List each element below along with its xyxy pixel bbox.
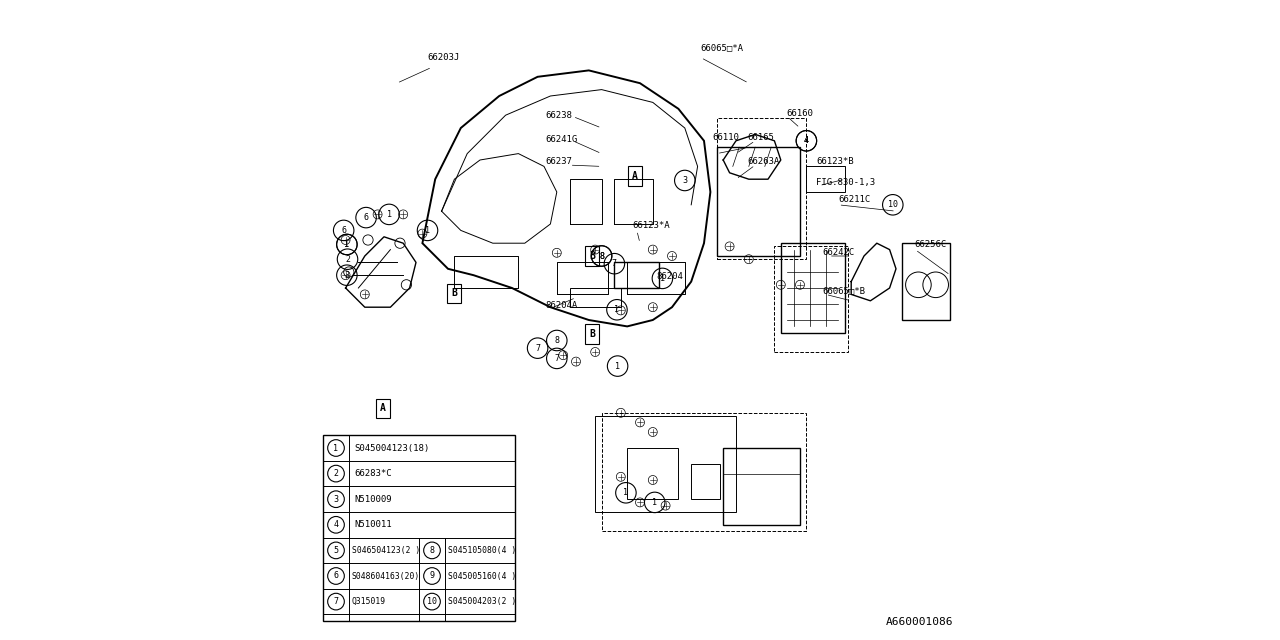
Bar	[570, 288, 621, 307]
Text: 66203J: 66203J	[428, 53, 460, 62]
Text: FIG.830-1,3: FIG.830-1,3	[817, 178, 876, 187]
Text: 7: 7	[535, 344, 540, 353]
Text: 5: 5	[334, 546, 338, 555]
Text: 66065□*B: 66065□*B	[823, 287, 865, 296]
Text: 66065□*A: 66065□*A	[701, 44, 744, 52]
Text: 66283*C: 66283*C	[353, 469, 392, 478]
Text: 8: 8	[599, 252, 604, 260]
Text: 6: 6	[334, 572, 338, 580]
Bar	[323, 435, 516, 621]
Text: A660001086: A660001086	[886, 617, 954, 627]
Bar	[614, 262, 659, 288]
Text: 7: 7	[554, 354, 559, 363]
Text: 2: 2	[334, 469, 338, 478]
Text: 8: 8	[430, 546, 434, 555]
Text: S046504123(2 ): S046504123(2 )	[352, 546, 420, 555]
Text: 66160: 66160	[786, 109, 813, 118]
Text: 1: 1	[660, 274, 664, 283]
Text: 66242C: 66242C	[823, 248, 855, 257]
Text: S045004123(18): S045004123(18)	[353, 444, 429, 452]
Bar	[902, 243, 950, 320]
Text: B: B	[452, 288, 457, 298]
Text: 1: 1	[425, 226, 430, 235]
Text: 3: 3	[334, 495, 338, 504]
Text: N510009: N510009	[353, 495, 392, 504]
Text: 8: 8	[554, 336, 559, 345]
Text: 7: 7	[334, 597, 338, 606]
Text: 1: 1	[653, 498, 657, 507]
Text: 3: 3	[682, 176, 687, 185]
Text: 10: 10	[428, 597, 436, 606]
Bar	[627, 448, 678, 499]
Bar	[774, 246, 849, 352]
Text: 1: 1	[623, 488, 628, 497]
Text: 6: 6	[364, 213, 369, 222]
Text: 1: 1	[614, 305, 620, 314]
Bar	[781, 243, 845, 333]
Text: S045004203(2 ): S045004203(2 )	[448, 597, 516, 606]
Bar	[717, 118, 806, 259]
Text: 8: 8	[599, 252, 604, 260]
Text: 66256C: 66256C	[914, 240, 946, 249]
Text: 66241G: 66241G	[545, 135, 577, 144]
Bar	[717, 147, 800, 256]
Text: 6: 6	[342, 226, 346, 235]
Text: 86204A: 86204A	[545, 301, 577, 310]
Text: 7: 7	[612, 259, 617, 268]
Text: 1: 1	[344, 240, 349, 249]
Text: 1: 1	[334, 444, 338, 452]
Text: 10: 10	[888, 200, 897, 209]
Text: 66263A: 66263A	[748, 157, 780, 166]
Text: 3: 3	[344, 271, 349, 280]
Text: 66110: 66110	[712, 133, 739, 142]
Text: 2: 2	[346, 255, 349, 264]
Text: 1: 1	[616, 362, 620, 371]
Text: 4: 4	[334, 520, 338, 529]
Text: A: A	[380, 403, 385, 413]
Text: 66211C: 66211C	[838, 195, 870, 204]
Text: 1: 1	[344, 240, 349, 249]
Text: 66123*B: 66123*B	[817, 157, 854, 166]
Text: S048604163(20): S048604163(20)	[352, 572, 420, 580]
Text: 9: 9	[430, 572, 434, 580]
Text: Q315019: Q315019	[352, 597, 387, 606]
Text: S045105080(4 ): S045105080(4 )	[448, 546, 516, 555]
Text: A: A	[632, 171, 637, 181]
Bar	[602, 413, 806, 531]
Text: 4: 4	[804, 136, 809, 145]
Bar	[806, 166, 845, 192]
Bar	[723, 448, 800, 525]
Text: 66237: 66237	[545, 157, 572, 166]
Text: 66165: 66165	[748, 133, 774, 142]
Text: B: B	[589, 251, 595, 261]
Text: 66238: 66238	[545, 111, 572, 120]
Text: S045005160(4 ): S045005160(4 )	[448, 572, 516, 580]
Text: 86204: 86204	[657, 272, 682, 281]
Text: 66123*A: 66123*A	[632, 221, 669, 230]
Bar	[595, 416, 736, 512]
Text: N510011: N510011	[353, 520, 392, 529]
Bar	[691, 464, 721, 499]
Text: 1: 1	[387, 210, 392, 219]
Text: B: B	[589, 329, 595, 339]
Text: 4: 4	[804, 136, 809, 145]
